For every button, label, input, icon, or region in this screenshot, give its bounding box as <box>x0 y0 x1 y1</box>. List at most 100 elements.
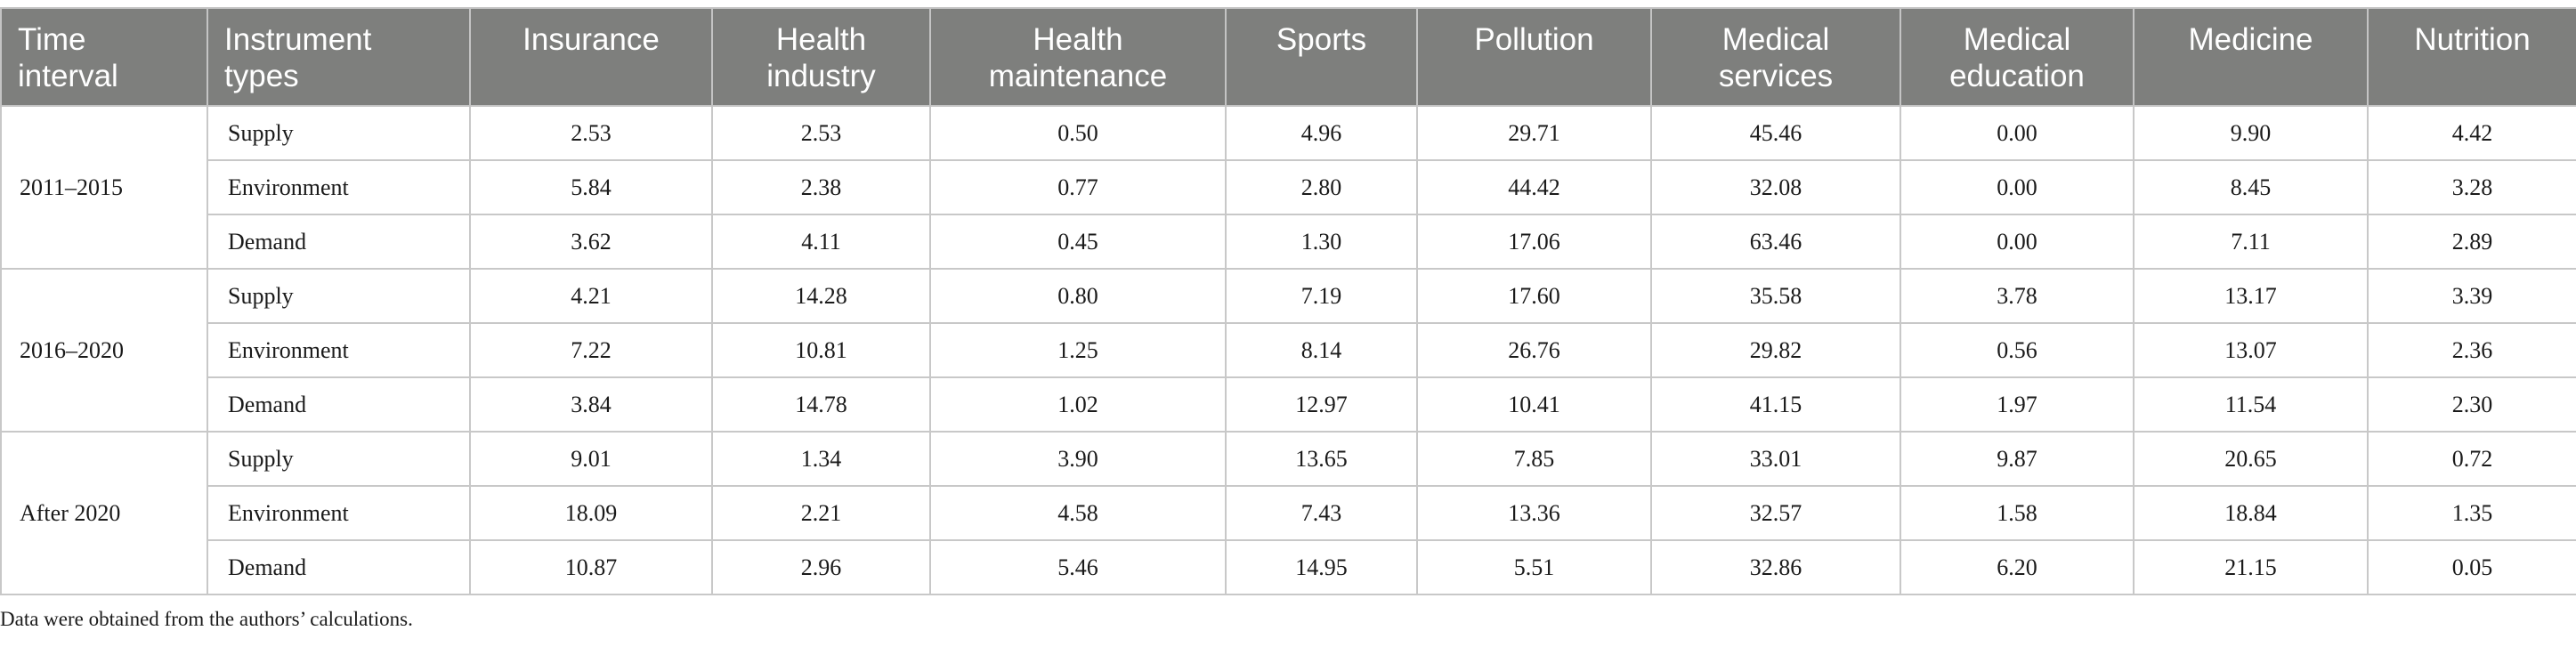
insurance-value-cell: 3.62 <box>469 214 713 270</box>
nutrition-value-cell: 2.30 <box>2367 376 2576 433</box>
header-pollution: Pollution <box>1416 7 1651 107</box>
header-instrument-types: Instrument types <box>207 7 470 107</box>
time-interval-cell: 2011–2015 <box>0 105 208 270</box>
sports-value-cell: 7.19 <box>1225 268 1418 324</box>
sports-value-cell: 7.43 <box>1225 485 1418 541</box>
health-industry-value-cell: 2.53 <box>711 105 931 161</box>
medical-education-value-cell: 3.78 <box>1900 268 2135 324</box>
header-medical-services: Medical services <box>1650 7 1900 107</box>
health-maintenance-value-cell: 3.90 <box>929 431 1227 487</box>
medical-services-value-cell: 35.58 <box>1650 268 1901 324</box>
medicine-value-cell: 9.90 <box>2133 105 2369 161</box>
instrument-type-cell: Demand <box>207 214 471 270</box>
medical-services-value-cell: 41.15 <box>1650 376 1901 433</box>
health-maintenance-value-cell: 0.50 <box>929 105 1227 161</box>
sports-value-cell: 14.95 <box>1225 539 1418 595</box>
time-interval-cell: After 2020 <box>0 431 208 595</box>
header-medical-education: Medical education <box>1900 7 2134 107</box>
table-row: Demand 3.84 14.78 1.02 12.97 10.41 41.15 1.97 11… <box>1 376 2576 433</box>
medical-services-value-cell: 63.46 <box>1650 214 1901 270</box>
medical-education-value-cell: 1.97 <box>1900 376 2135 433</box>
medicine-value-cell: 21.15 <box>2133 539 2369 595</box>
pollution-value-cell: 5.51 <box>1416 539 1652 595</box>
medicine-value-cell: 13.07 <box>2133 322 2369 378</box>
health-industry-value-cell: 1.34 <box>711 431 931 487</box>
nutrition-value-cell: 4.42 <box>2367 105 2576 161</box>
pollution-value-cell: 17.60 <box>1416 268 1652 324</box>
insurance-value-cell: 18.09 <box>469 485 713 541</box>
instrument-type-cell: Supply <box>207 105 471 161</box>
medicine-value-cell: 13.17 <box>2133 268 2369 324</box>
medicine-value-cell: 11.54 <box>2133 376 2369 433</box>
header-time-interval: Time interval <box>0 7 207 107</box>
pollution-value-cell: 13.36 <box>1416 485 1652 541</box>
medical-services-value-cell: 45.46 <box>1650 105 1901 161</box>
header-health-maintenance: Health maintenance <box>929 7 1226 107</box>
nutrition-value-cell: 2.36 <box>2367 322 2576 378</box>
table-footnote: Data were obtained from the authors’ cal… <box>0 608 413 630</box>
sports-value-cell: 1.30 <box>1225 214 1418 270</box>
pollution-value-cell: 29.71 <box>1416 105 1652 161</box>
table-row: Demand 10.87 2.96 5.46 14.95 5.51 32.86 6.20 21.… <box>1 539 2576 595</box>
health-maintenance-value-cell: 0.45 <box>929 214 1227 270</box>
sports-value-cell: 2.80 <box>1225 159 1418 215</box>
sports-value-cell: 12.97 <box>1225 376 1418 433</box>
header-row: Time interval Instrument types Insurance H… <box>0 7 2576 107</box>
nutrition-value-cell: 3.28 <box>2367 159 2576 215</box>
health-industry-value-cell: 2.38 <box>711 159 931 215</box>
header-sports: Sports <box>1225 7 1417 107</box>
instrument-type-cell: Demand <box>207 376 471 433</box>
health-industry-value-cell: 4.11 <box>711 214 931 270</box>
medical-education-value-cell: 0.00 <box>1900 159 2135 215</box>
header-insurance: Insurance <box>469 7 712 107</box>
instrument-type-cell: Environment <box>207 322 471 378</box>
medical-services-value-cell: 32.86 <box>1650 539 1901 595</box>
nutrition-value-cell: 0.72 <box>2367 431 2576 487</box>
medical-services-value-cell: 32.08 <box>1650 159 1901 215</box>
pollution-value-cell: 26.76 <box>1416 322 1652 378</box>
insurance-value-cell: 9.01 <box>469 431 713 487</box>
pollution-value-cell: 17.06 <box>1416 214 1652 270</box>
medical-services-value-cell: 33.01 <box>1650 431 1901 487</box>
table-row: Demand 3.62 4.11 0.45 1.30 17.06 63.46 0.00 7.11… <box>1 214 2576 270</box>
insurance-value-cell: 5.84 <box>469 159 713 215</box>
medicine-value-cell: 18.84 <box>2133 485 2369 541</box>
nutrition-value-cell: 1.35 <box>2367 485 2576 541</box>
header-nutrition: Nutrition <box>2367 7 2576 107</box>
medical-education-value-cell: 0.00 <box>1900 105 2135 161</box>
medicine-value-cell: 7.11 <box>2133 214 2369 270</box>
table-row: Environment 7.22 10.81 1.25 8.14 26.76 29.82 0.… <box>1 322 2576 378</box>
table-header: Time interval Instrument types Insurance H… <box>0 7 2576 107</box>
medical-education-value-cell: 1.58 <box>1900 485 2135 541</box>
health-maintenance-value-cell: 5.46 <box>929 539 1227 595</box>
nutrition-value-cell: 2.89 <box>2367 214 2576 270</box>
insurance-value-cell: 2.53 <box>469 105 713 161</box>
sports-value-cell: 8.14 <box>1225 322 1418 378</box>
health-maintenance-value-cell: 1.25 <box>929 322 1227 378</box>
medical-education-value-cell: 0.00 <box>1900 214 2135 270</box>
pollution-value-cell: 7.85 <box>1416 431 1652 487</box>
table-row: Environment 5.84 2.38 0.77 2.80 44.42 32.08 0.0… <box>1 159 2576 215</box>
medical-education-value-cell: 6.20 <box>1900 539 2135 595</box>
medical-education-value-cell: 9.87 <box>1900 431 2135 487</box>
medicine-value-cell: 20.65 <box>2133 431 2369 487</box>
medical-services-value-cell: 29.82 <box>1650 322 1901 378</box>
health-industry-value-cell: 10.81 <box>711 322 931 378</box>
instrument-type-cell: Supply <box>207 268 471 324</box>
instrument-type-cell: Demand <box>207 539 471 595</box>
instrument-type-cell: Supply <box>207 431 471 487</box>
table-body: 2011–2015 Supply 2.53 2.53 0.50 4.96 29.71 45.4… <box>0 105 2576 595</box>
nutrition-value-cell: 0.05 <box>2367 539 2576 595</box>
health-industry-value-cell: 2.96 <box>711 539 931 595</box>
table-row: After 2020 Supply 9.01 1.34 3.90 13.65 7.85 33.… <box>0 431 2576 595</box>
instrument-type-cell: Environment <box>207 159 471 215</box>
medical-education-value-cell: 0.56 <box>1900 322 2135 378</box>
health-maintenance-value-cell: 0.80 <box>929 268 1227 324</box>
medical-services-value-cell: 32.57 <box>1650 485 1901 541</box>
insurance-value-cell: 7.22 <box>469 322 713 378</box>
data-table: Time interval Instrument types Insurance H… <box>0 7 2576 595</box>
insurance-value-cell: 10.87 <box>469 539 713 595</box>
pollution-value-cell: 44.42 <box>1416 159 1652 215</box>
health-industry-value-cell: 14.78 <box>711 376 931 433</box>
nutrition-value-cell: 3.39 <box>2367 268 2576 324</box>
